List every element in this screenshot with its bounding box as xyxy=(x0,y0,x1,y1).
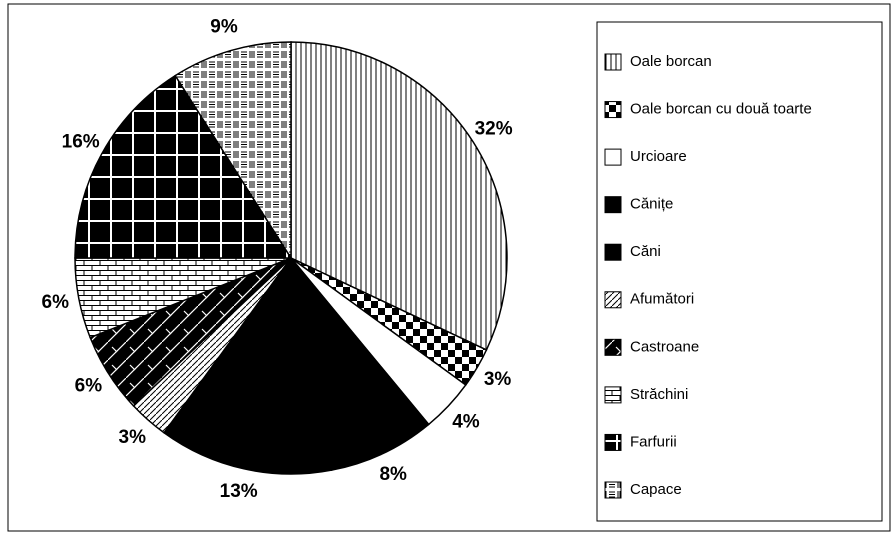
legend-label: Urcioare xyxy=(630,148,687,165)
legend-swatch xyxy=(604,386,622,404)
legend-swatch xyxy=(604,53,622,71)
value-label: 32% xyxy=(475,118,513,139)
legend-label: Căni xyxy=(630,243,661,260)
pie-slice xyxy=(290,257,430,472)
value-label: 9% xyxy=(210,17,238,38)
value-label: 16% xyxy=(62,131,100,152)
value-label: 13% xyxy=(220,481,258,502)
legend-swatch xyxy=(604,101,622,119)
pie-slice xyxy=(290,41,508,351)
legend-box xyxy=(596,21,883,522)
legend-label: Capace xyxy=(630,481,682,498)
pie-slice xyxy=(162,256,333,475)
legend-label: Farfurii xyxy=(630,433,677,450)
legend-swatch xyxy=(604,338,622,356)
pie-slice xyxy=(74,74,293,259)
value-label: 6% xyxy=(42,292,70,313)
value-label: 6% xyxy=(75,376,103,397)
pie-slice xyxy=(174,41,292,261)
legend-label: Afumători xyxy=(630,291,694,308)
legend-swatch xyxy=(604,433,622,451)
legend-swatch xyxy=(604,243,622,261)
frame xyxy=(7,3,891,532)
value-label: 3% xyxy=(484,369,512,390)
legend-label: Străchini xyxy=(630,386,688,403)
value-label: 3% xyxy=(119,427,147,448)
legend-label: Cănițe xyxy=(630,196,673,213)
legend-swatch xyxy=(604,148,622,166)
value-label: 8% xyxy=(379,464,407,485)
legend-swatch xyxy=(604,291,622,309)
legend-label: Oale borcan cu două toarte xyxy=(630,101,812,118)
legend-swatch xyxy=(604,196,622,214)
legend-label: Oale borcan xyxy=(630,53,712,70)
value-label: 4% xyxy=(452,411,480,432)
legend-swatch xyxy=(604,481,622,499)
legend-label: Castroane xyxy=(630,338,699,355)
